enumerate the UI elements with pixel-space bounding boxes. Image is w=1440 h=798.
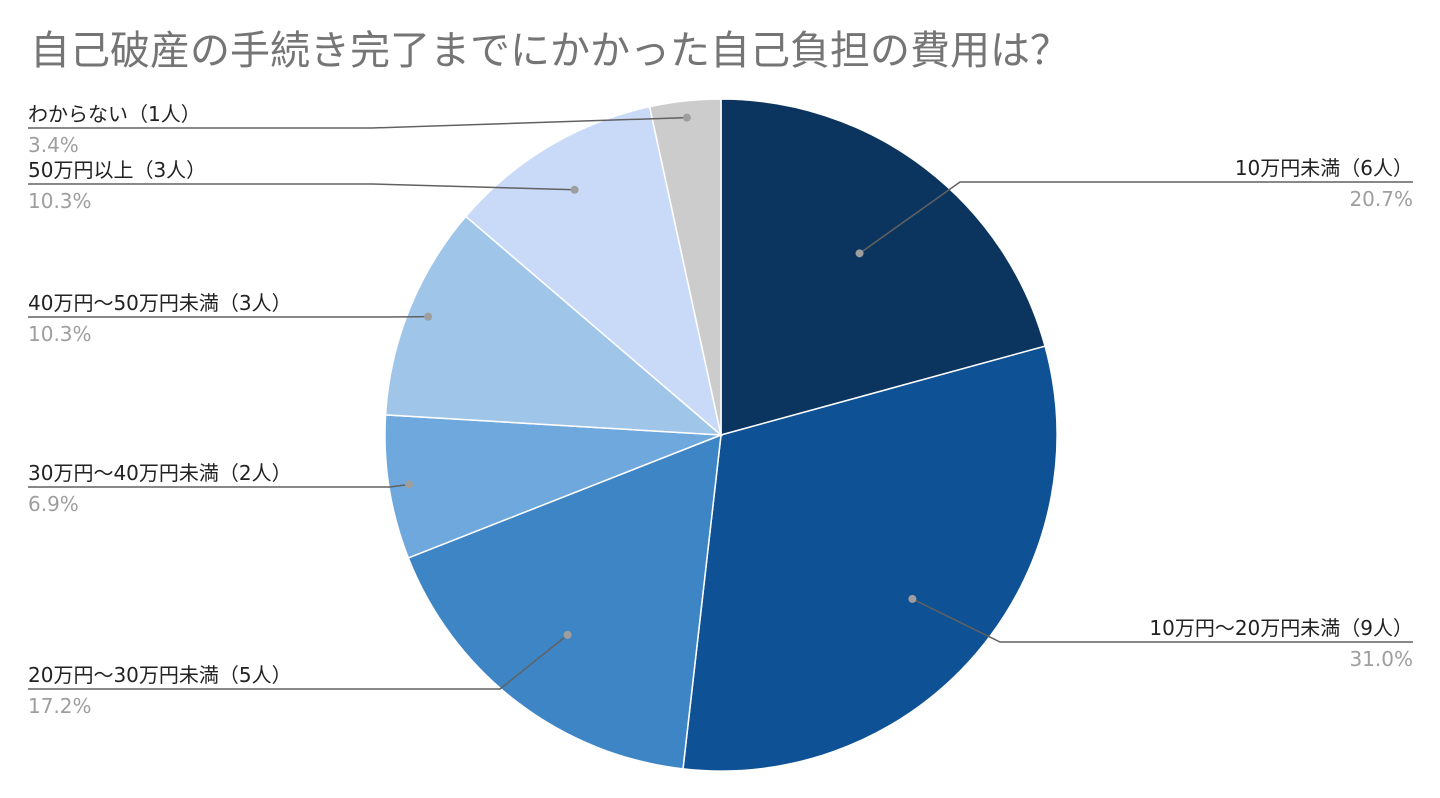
leader-dot-1 [856, 249, 864, 257]
slice-percent-3: 17.2% [28, 694, 92, 718]
leader-dot-2 [908, 595, 916, 603]
slice-label-5: 40万円〜50万円未満（3人） [28, 291, 292, 315]
slice-percent-6: 10.3% [28, 189, 92, 213]
slice-percent-1: 20.7% [1349, 187, 1413, 211]
slice-percent-4: 6.9% [28, 492, 79, 516]
chart-title: 自己破産の手続き完了までにかかった自己負担の費用は？ [30, 18, 1070, 76]
leader-dot-5 [424, 313, 432, 321]
slice-label-6: 50万円以上（3人） [28, 158, 206, 182]
slice-label-2: 10万円〜20万円未満（9人） [1149, 616, 1413, 640]
leader-dot-7 [683, 114, 691, 122]
slice-label-1: 10万円未満（6人） [1235, 156, 1413, 180]
slice-percent-7: 3.4% [28, 133, 79, 157]
slice-label-7: わからない（1人） [28, 102, 201, 126]
leader-dot-4 [405, 481, 413, 489]
leader-dot-3 [564, 631, 572, 639]
slice-label-3: 20万円〜30万円未満（5人） [28, 663, 292, 687]
slice-label-4: 30万円〜40万円未満（2人） [28, 461, 292, 485]
leader-dot-6 [571, 186, 579, 194]
slice-percent-5: 10.3% [28, 322, 92, 346]
slice-percent-2: 31.0% [1349, 647, 1413, 671]
